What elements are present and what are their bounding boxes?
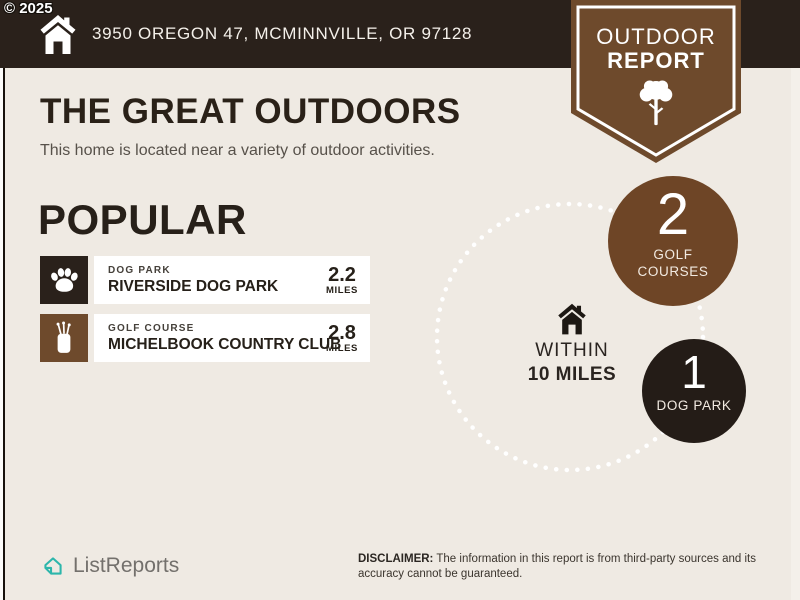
distance-unit: MILES — [325, 284, 358, 296]
distance-value: 2.8 — [328, 321, 356, 344]
disclaimer-text: The information in this report is from t… — [358, 553, 756, 580]
paw-icon — [51, 267, 78, 292]
outdoor-report-badge: OUTDOOR REPORT — [571, 0, 741, 166]
list-item-card: GOLF COURSE MICHELBOOK COUNTRY CLUB 2.8 … — [94, 314, 370, 362]
golf-courses-label-line1: GOLF — [653, 247, 693, 262]
stat-bubble-golf-courses: 2 GOLF COURSES — [608, 176, 738, 306]
home-marker-icon — [558, 303, 586, 335]
radius-dotted-circle — [434, 201, 706, 473]
golf-courses-count: 2 — [656, 182, 690, 247]
disclaimer-label: DISCLAIMER: — [358, 553, 434, 565]
golf-bag-icon — [56, 321, 71, 353]
left-edge-border — [3, 68, 5, 600]
golf-courses-label-line2: COURSES — [637, 264, 709, 279]
tree-icon — [639, 80, 673, 126]
badge-title-line2: REPORT — [607, 48, 705, 73]
dog-park-count: 1 — [681, 346, 707, 398]
item-category: GOLF COURSE — [108, 322, 195, 334]
listreports-house-icon — [44, 557, 62, 575]
left-edge-white — [0, 68, 3, 600]
list-item-dog-park: DOG PARK RIVERSIDE DOG PARK 2.2 MILES — [40, 256, 370, 304]
dog-park-label: DOG PARK — [656, 398, 732, 413]
within-label-line2: 10 MILES — [527, 364, 617, 385]
home-icon — [40, 15, 76, 54]
item-distance: 2.8 MILES — [320, 323, 358, 354]
distance-value: 2.2 — [328, 263, 356, 286]
badge-title-line1: OUTDOOR — [596, 24, 716, 49]
page-subtitle: This home is located near a variety of o… — [40, 142, 435, 159]
radius-center-label: WITHIN 10 MILES — [472, 303, 672, 386]
golf-bag-icon-tile — [40, 314, 88, 362]
item-category: DOG PARK — [108, 264, 171, 276]
paw-icon-tile — [40, 256, 88, 304]
brand-name: ListReports — [73, 554, 180, 577]
page-title: THE GREAT OUTDOORS — [40, 92, 461, 131]
item-name: RIVERSIDE DOG PARK — [108, 277, 279, 295]
item-name: MICHELBOOK COUNTRY CLUB — [108, 335, 342, 353]
popular-heading: POPULAR — [38, 196, 247, 243]
listreports-logo: ListReports — [40, 553, 179, 579]
stat-bubble-dog-park: 1 DOG PARK — [642, 339, 746, 443]
list-item-golf-course: GOLF COURSE MICHELBOOK COUNTRY CLUB 2.8 … — [40, 314, 370, 362]
list-item-card: DOG PARK RIVERSIDE DOG PARK 2.2 MILES — [94, 256, 370, 304]
item-distance: 2.2 MILES — [320, 265, 358, 296]
right-edge-strip — [791, 68, 800, 600]
copyright-text: © 2025 — [4, 0, 53, 17]
disclaimer: DISCLAIMER: The information in this repo… — [358, 552, 790, 582]
property-address: 3950 OREGON 47, MCMINNVILLE, OR 97128 — [92, 24, 473, 43]
within-label-line1: WITHIN — [535, 340, 609, 361]
popular-list: DOG PARK RIVERSIDE DOG PARK 2.2 MILES — [40, 256, 370, 372]
distance-unit: MILES — [325, 342, 358, 354]
